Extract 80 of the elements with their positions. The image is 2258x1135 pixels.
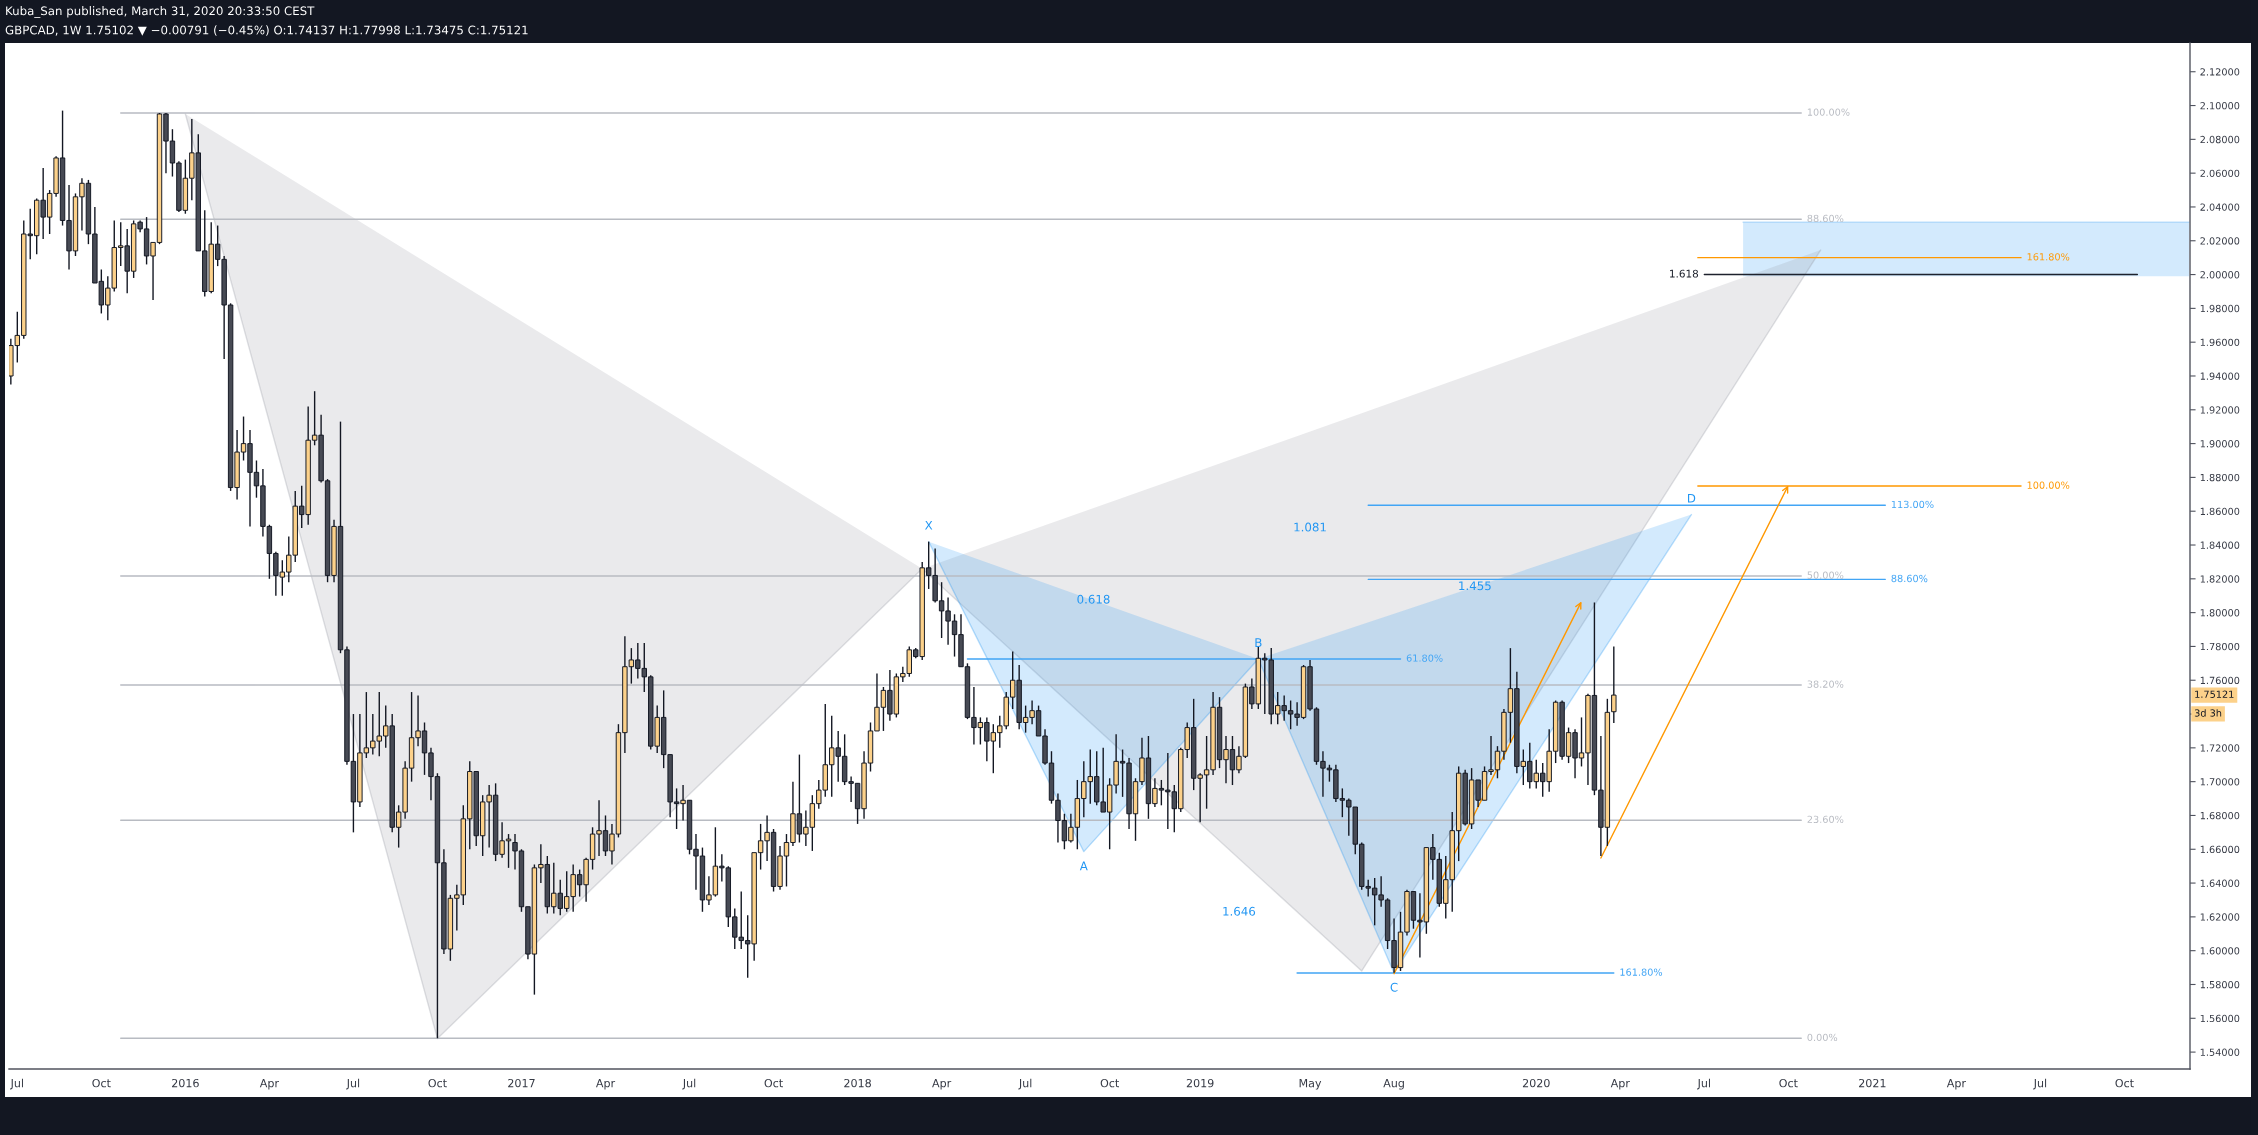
x-tick-label: May: [1299, 1079, 1322, 1090]
x-tick-label: Jul: [682, 1078, 696, 1090]
y-tick-label: 1.98000: [2200, 304, 2240, 313]
y-tick-label: 2.04000: [2200, 203, 2240, 211]
y-tick-label: 1.94000: [2200, 372, 2240, 380]
x-tick-label: Oct: [428, 1078, 447, 1088]
y-tick-label: 1.96000: [2200, 338, 2240, 347]
y-tick-label: 1.54000: [2200, 1048, 2240, 1056]
y-tick-label: 1.90000: [2200, 440, 2240, 448]
x-tick-label: 2018: [844, 1078, 871, 1088]
y-tick-label: 1.72000: [2200, 744, 2240, 752]
x-tick-label: Oct: [2115, 1078, 2134, 1088]
annotation: 1.646: [1223, 906, 1256, 916]
text: 1.75121: [2195, 690, 2234, 698]
series-label: 113.00%: [1891, 500, 1934, 509]
y-tick-label: 1.62000: [2200, 913, 2240, 921]
chart-title: Kuba_San published, March 31, 2020 20:33:50 CEST: [6, 6, 315, 18]
y-tick-label: 1.56000: [2200, 1014, 2240, 1023]
y-tick-label: 1.70000: [2200, 778, 2240, 786]
text: 3d 3h: [2194, 709, 2222, 717]
x-tick-label: Apr: [1610, 1079, 1630, 1090]
x-tick-label: Oct: [1100, 1078, 1119, 1088]
annotation: B: [1255, 638, 1262, 647]
x-tick-label: Apr: [259, 1079, 279, 1090]
x-tick-label: Apr: [1946, 1079, 1966, 1090]
x-tick-label: Apr: [595, 1079, 616, 1090]
y-tick-label: 1.92000: [2200, 406, 2240, 414]
x-tick-label: 2020: [1522, 1078, 1550, 1088]
series-label: 161.80%: [1620, 968, 1663, 976]
y-tick-label: 2.06000: [2200, 169, 2240, 177]
y-tick-label: 1.78000: [2200, 642, 2240, 651]
annotation: C: [1390, 982, 1398, 992]
x-tick-label: Jul: [2033, 1078, 2047, 1090]
x-tick-label: Jul: [10, 1078, 23, 1090]
series-label: 100.00%: [2027, 481, 2070, 489]
x-tick-label: Oct: [92, 1078, 111, 1088]
x-tick-label: Aug: [1383, 1079, 1404, 1090]
x-tick-label: Jul: [1018, 1078, 1032, 1090]
annotation: 0.618: [1077, 594, 1110, 604]
y-tick-label: 1.64000: [2200, 879, 2240, 887]
y-tick-label: 1.76000: [2200, 676, 2240, 685]
x-tick-label: Jul: [1697, 1078, 1710, 1090]
y-tick-label: 1.84000: [2200, 541, 2240, 549]
y-tick-label: 1.68000: [2200, 811, 2240, 820]
x-tick-label: 2019: [1186, 1078, 1214, 1088]
y-tick-label: 2.12000: [2200, 68, 2240, 76]
annotation: X: [924, 521, 933, 530]
y-tick-label: 2.10000: [2200, 102, 2240, 110]
series-label: 50.00%: [1807, 571, 1844, 579]
x-tick-label: Oct: [764, 1078, 783, 1088]
x-tick-label: 2017: [508, 1078, 535, 1088]
series-label: 88.60%: [1807, 214, 1844, 223]
y-tick-label: 2.00000: [2200, 271, 2240, 279]
series-label: 38.20%: [1807, 680, 1844, 688]
series-label: 23.60%: [1807, 815, 1844, 824]
series-label: 0.00%: [1807, 1033, 1838, 1042]
y-tick-label: 1.66000: [2200, 845, 2240, 854]
annotation: 1.455: [1459, 581, 1491, 591]
x-tick-label: Jul: [346, 1078, 360, 1090]
x-tick-label: Apr: [932, 1079, 952, 1090]
series-label: 61.80%: [1406, 654, 1443, 662]
y-tick-label: 1.80000: [2200, 609, 2240, 617]
y-tick-label: 1.88000: [2200, 473, 2240, 482]
x-tick-label: 2016: [172, 1078, 199, 1088]
x-tick-label: 2021: [1859, 1078, 1886, 1088]
series-label: 88.60%: [1891, 574, 1928, 583]
y-tick-label: 2.08000: [2200, 135, 2240, 144]
annotation: 1.618: [1670, 269, 1699, 278]
y-tick-label: 1.82000: [2200, 575, 2240, 583]
x-tick-label: Oct: [1779, 1078, 1798, 1088]
y-tick-label: 1.60000: [2200, 947, 2240, 955]
chart-subtitle: GBPCAD, 1W 1.75102 ▼ −0.00791 (−0.45%) O:1.74137 H:1.77998 L:1.73475 C:1.75121: [5, 25, 528, 36]
annotation: D: [1687, 493, 1696, 503]
annotation: A: [1079, 861, 1088, 871]
annotation: 1.081: [1294, 522, 1326, 532]
y-tick-label: 1.58000: [2200, 980, 2240, 989]
y-tick-label: 2.02000: [2200, 237, 2240, 245]
series-label: 161.80%: [2027, 253, 2070, 261]
series-label: 100.00%: [1807, 108, 1850, 116]
y-tick-label: 1.86000: [2200, 507, 2240, 516]
